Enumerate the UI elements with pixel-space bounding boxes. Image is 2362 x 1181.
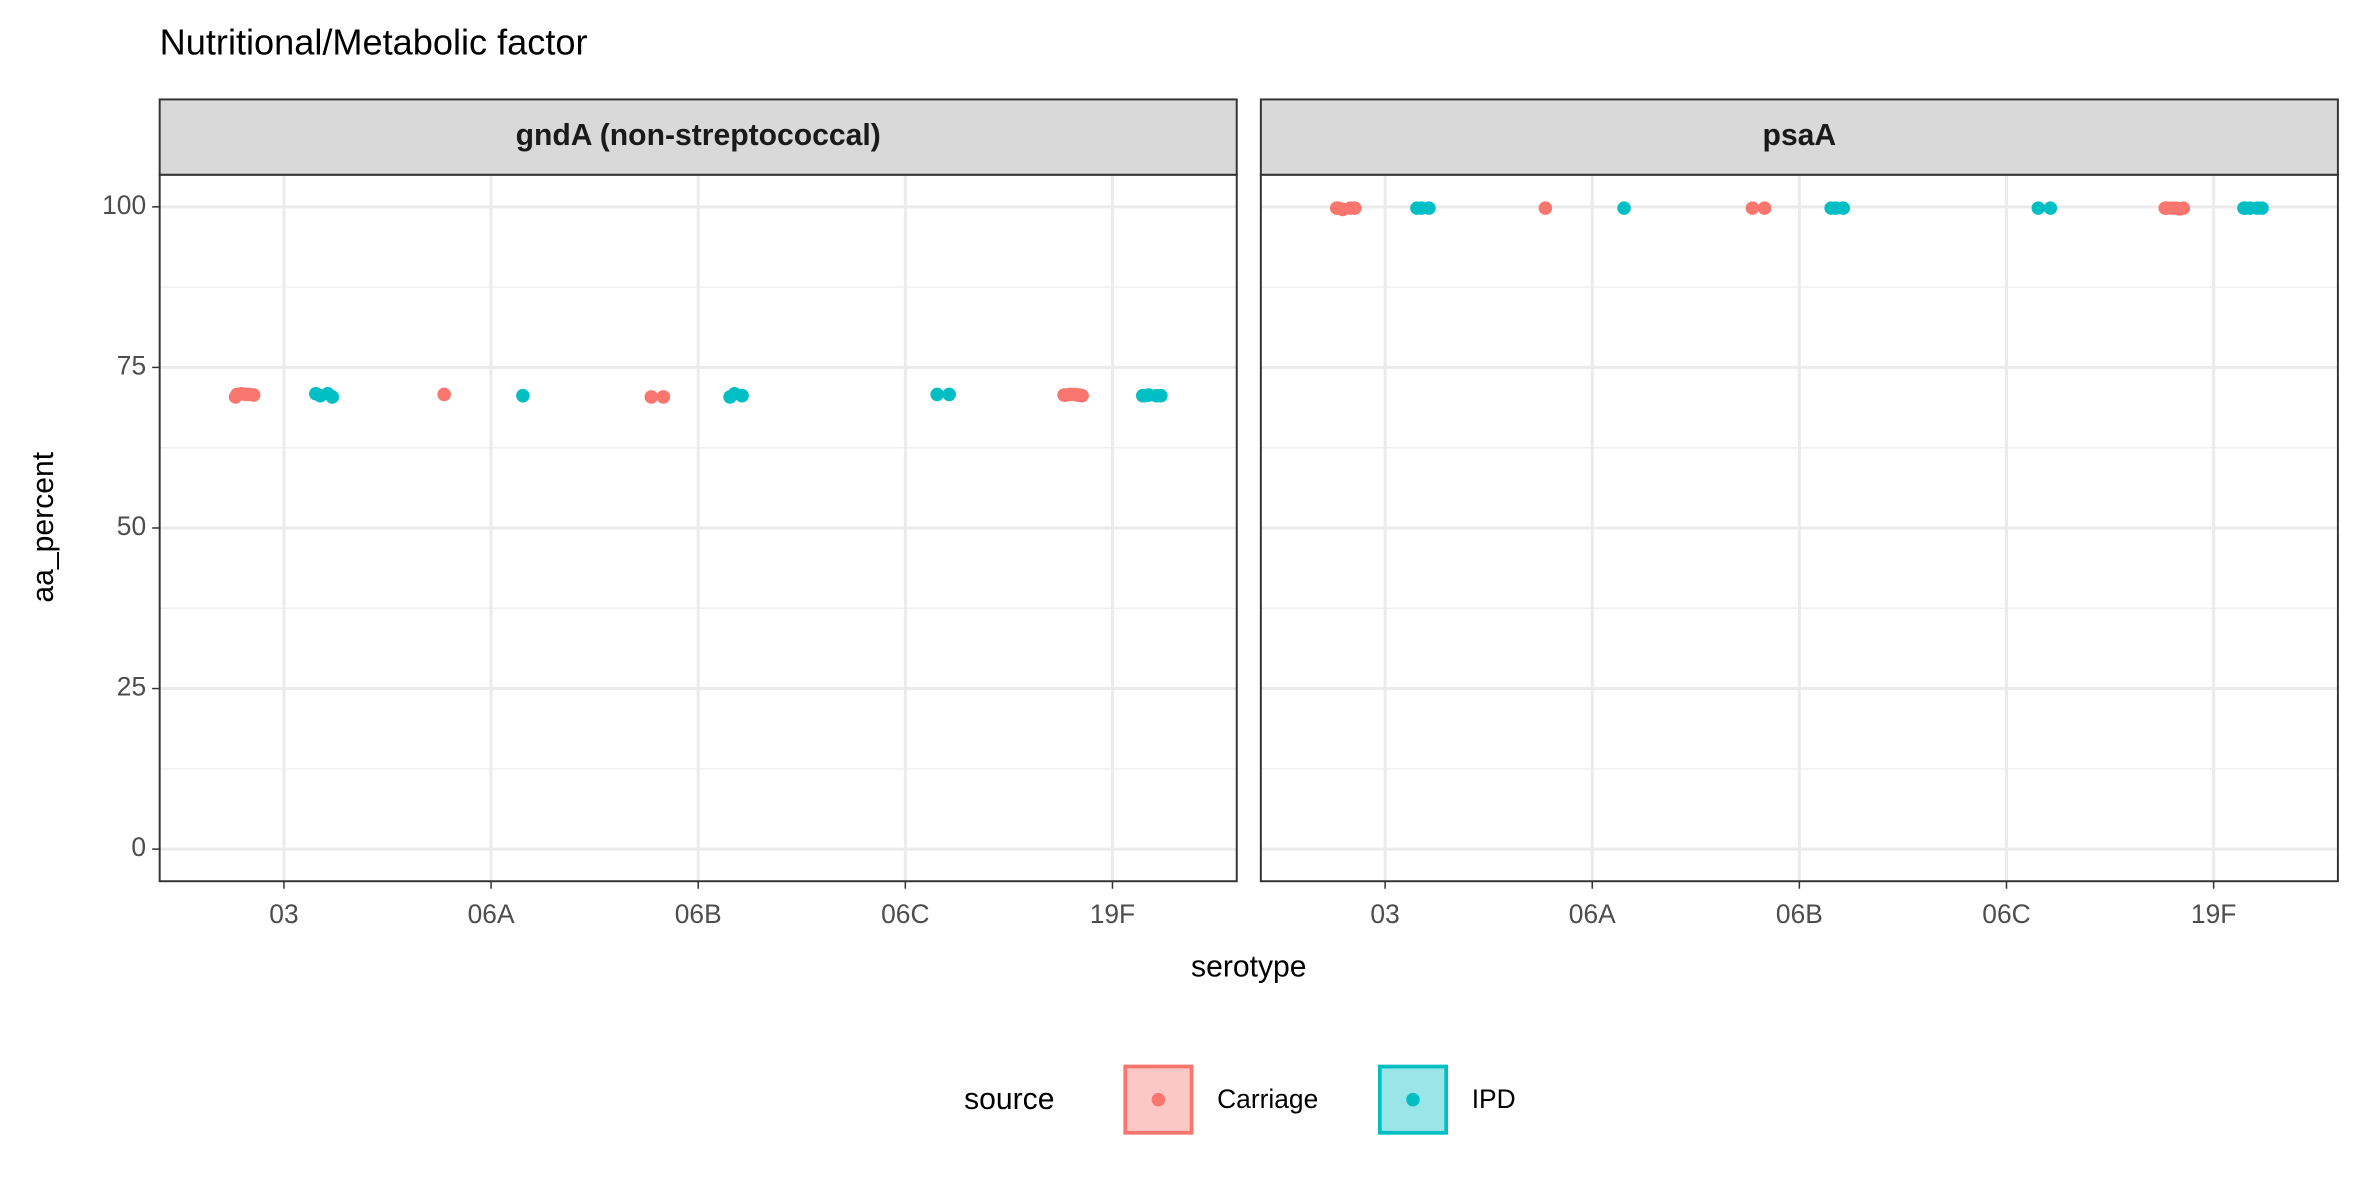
x-tick-label: 06C [881, 899, 929, 929]
data-point [2043, 201, 2058, 215]
y-tick-label: 100 [102, 190, 146, 220]
x-axis-title: serotype [1191, 951, 1306, 984]
data-point [239, 387, 253, 402]
x-tick-label: 03 [269, 899, 298, 929]
x-tick-label: 19F [1090, 899, 1135, 929]
data-point [1135, 388, 1150, 403]
x-tick-label: 03 [1370, 899, 1399, 929]
data-point [1617, 201, 1631, 215]
data-point [1538, 201, 1553, 215]
x-tick-label: 06B [675, 899, 722, 929]
data-point [1057, 388, 1071, 402]
facet-label: gndA (non-streptococcal) [516, 119, 881, 152]
data-point [437, 387, 451, 402]
y-tick-label: 75 [117, 350, 146, 380]
data-point [325, 390, 340, 404]
legend-key-point [1151, 1092, 1166, 1107]
data-point [656, 390, 671, 404]
data-point [313, 388, 328, 403]
data-point [942, 387, 956, 402]
data-point [1745, 201, 1760, 215]
facet-label: psaA [1763, 119, 1837, 152]
y-tick-label: 0 [131, 832, 146, 862]
data-point [516, 388, 530, 403]
data-point [228, 390, 243, 404]
data-point [1414, 201, 1429, 215]
chart-title: Nutritional/Metabolic factor [160, 22, 588, 63]
data-point [727, 386, 742, 401]
data-point [1757, 201, 1772, 215]
facet-strip [1259, 98, 2339, 176]
data-point [2255, 201, 2269, 215]
data-point [2031, 201, 2046, 215]
data-point [930, 387, 944, 402]
x-tick-label: 06C [1982, 899, 2030, 929]
data-point [2158, 201, 2173, 215]
x-tick-label: 19F [2191, 899, 2236, 929]
x-tick-label: 06A [1569, 899, 1616, 929]
data-point [1348, 201, 1362, 215]
y-axis-title: aa_percent [27, 451, 60, 602]
y-tick-label: 25 [117, 672, 146, 702]
data-point [644, 390, 659, 404]
data-point [2173, 202, 2188, 216]
x-tick-label: 06A [468, 899, 515, 929]
data-point [1329, 201, 1344, 215]
data-point [2237, 201, 2251, 215]
legend-label: Carriage [1217, 1084, 1318, 1114]
facet-strip [158, 98, 1238, 176]
y-tick-label: 50 [117, 511, 146, 541]
data-point [1828, 201, 1843, 215]
legend-title: source [964, 1083, 1054, 1116]
x-tick-label: 06B [1776, 899, 1823, 929]
legend-key-point [1406, 1092, 1420, 1107]
data-point [1154, 388, 1168, 403]
data-point [1072, 388, 1086, 402]
legend-label: IPD [1472, 1084, 1516, 1114]
